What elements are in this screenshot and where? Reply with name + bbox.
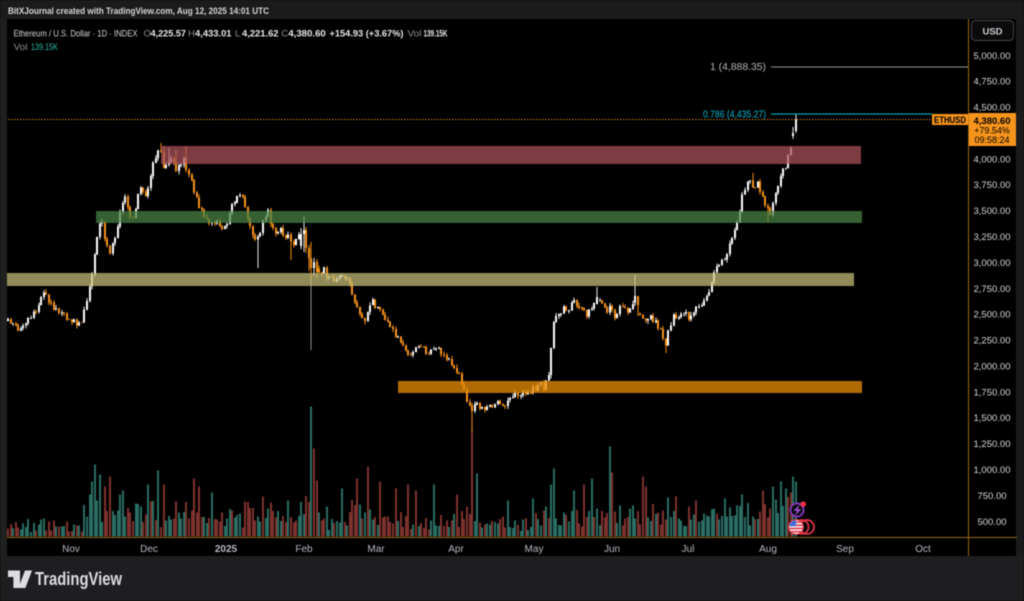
svg-text:4,433.01: 4,433.01 <box>195 29 232 40</box>
svg-text:0.786 (4,435.27): 0.786 (4,435.27) <box>703 110 766 121</box>
svg-text:139.15K: 139.15K <box>424 29 448 40</box>
svg-text:3,000.00: 3,000.00 <box>974 258 1011 269</box>
svg-text:C: C <box>281 29 288 40</box>
svg-text:1 (4,888.35): 1 (4,888.35) <box>710 62 766 73</box>
svg-text:4,380.60: 4,380.60 <box>288 29 326 40</box>
svg-text:4,380.60: 4,380.60 <box>974 116 1011 127</box>
svg-text:O: O <box>144 29 151 40</box>
svg-text:H: H <box>188 29 195 40</box>
svg-text:4,750.00: 4,750.00 <box>974 77 1011 88</box>
svg-text:USD: USD <box>982 27 1002 38</box>
svg-text:750.00: 750.00 <box>977 491 1006 502</box>
svg-text:1,000.00: 1,000.00 <box>974 465 1011 476</box>
svg-text:+79.54%: +79.54% <box>974 126 1010 136</box>
svg-text:Apr: Apr <box>448 544 464 555</box>
svg-text:Nov: Nov <box>62 544 80 555</box>
svg-text:1,250.00: 1,250.00 <box>974 439 1011 450</box>
svg-text:Aug: Aug <box>759 544 777 555</box>
svg-text:2,250.00: 2,250.00 <box>974 336 1011 347</box>
svg-text:Feb: Feb <box>295 544 313 555</box>
svg-text:4,500.00: 4,500.00 <box>974 103 1011 114</box>
svg-text:+154.93 (+3.67%): +154.93 (+3.67%) <box>330 29 404 40</box>
svg-text:4,225.57: 4,225.57 <box>151 29 187 40</box>
svg-text:Jun: Jun <box>604 544 620 555</box>
svg-text:Vol: Vol <box>14 42 28 53</box>
svg-text:4,221.62: 4,221.62 <box>242 29 279 40</box>
svg-text:3,500.00: 3,500.00 <box>974 206 1011 217</box>
svg-text:Ethereum / U.S. Dollar · 1D ·: Ethereum / U.S. Dollar · 1D · INDEX <box>14 29 139 40</box>
svg-text:1,750.00: 1,750.00 <box>974 387 1011 398</box>
svg-text:ETHUSD: ETHUSD <box>934 115 966 125</box>
svg-text:Dec: Dec <box>140 544 158 555</box>
svg-text:Mar: Mar <box>367 544 385 555</box>
svg-text:Jul: Jul <box>682 544 695 555</box>
svg-text:May: May <box>525 544 544 555</box>
svg-text:139.15K: 139.15K <box>31 42 58 53</box>
svg-text:500.00: 500.00 <box>977 517 1006 528</box>
svg-text:Sep: Sep <box>836 544 854 555</box>
svg-text:3,750.00: 3,750.00 <box>974 180 1011 191</box>
svg-text:2025: 2025 <box>215 544 238 555</box>
svg-text:3,250.00: 3,250.00 <box>974 232 1011 243</box>
svg-text:Vol: Vol <box>408 29 422 40</box>
svg-text:Oct: Oct <box>915 544 931 555</box>
svg-text:4,000.00: 4,000.00 <box>974 154 1011 165</box>
svg-text:09:58:24: 09:58:24 <box>974 135 1009 145</box>
svg-text:2,750.00: 2,750.00 <box>974 284 1011 295</box>
svg-text:L: L <box>235 29 240 40</box>
svg-text:2,000.00: 2,000.00 <box>974 361 1011 372</box>
svg-text:2,500.00: 2,500.00 <box>974 310 1011 321</box>
svg-text:BitXJournal created with Tradi: BitXJournal created with TradingView.com… <box>8 6 269 17</box>
svg-text:1,500.00: 1,500.00 <box>974 413 1011 424</box>
svg-text:TradingView: TradingView <box>35 569 123 589</box>
svg-text:5,000.00: 5,000.00 <box>974 51 1011 62</box>
